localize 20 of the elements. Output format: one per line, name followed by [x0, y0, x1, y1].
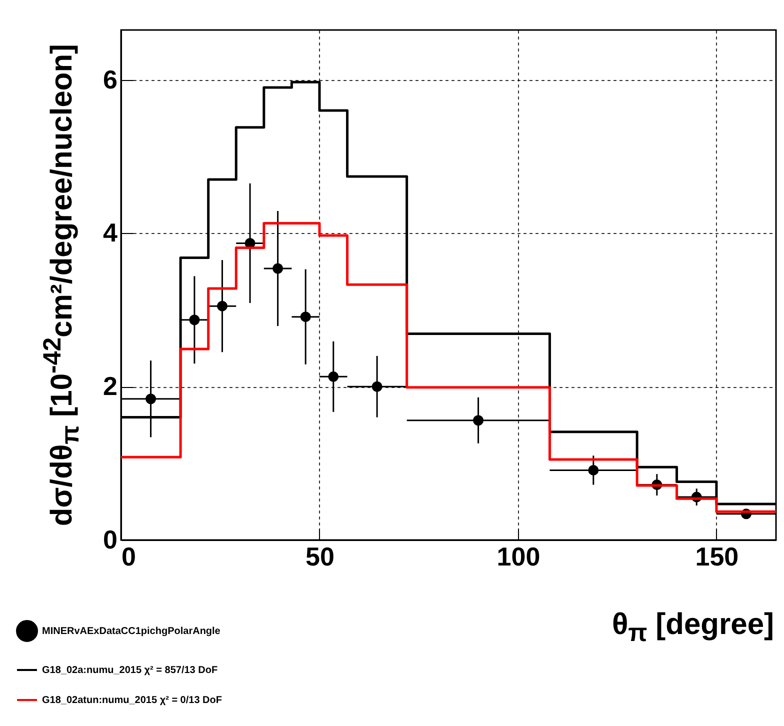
point	[272, 263, 284, 274]
point	[300, 312, 311, 322]
x-axis-title: θ$_{π}$ [degree]	[612, 608, 774, 648]
point	[328, 371, 339, 382]
point	[146, 394, 156, 404]
legend-label: G18_02a:numu_2015 χ² = 857/13 DoF	[42, 665, 218, 676]
legend-label: G18_02atun:numu_2015 χ² = 0/13 DoF	[42, 695, 222, 706]
x-tick-label: 0	[122, 542, 136, 572]
y-tick-label: 4	[103, 218, 118, 248]
point	[372, 381, 382, 392]
y-tick-label: 6	[103, 64, 118, 94]
point	[216, 300, 228, 312]
x-tick-label: 150	[695, 542, 739, 572]
x-tick-label: 100	[496, 542, 540, 572]
x-tick-label: 50	[306, 542, 334, 572]
legend-label: MINERvAExDataCC1pichgPolarAngle	[42, 626, 221, 637]
y-tick-label: 2	[103, 371, 118, 402]
point	[588, 464, 599, 476]
point	[473, 415, 484, 426]
point	[189, 314, 200, 326]
